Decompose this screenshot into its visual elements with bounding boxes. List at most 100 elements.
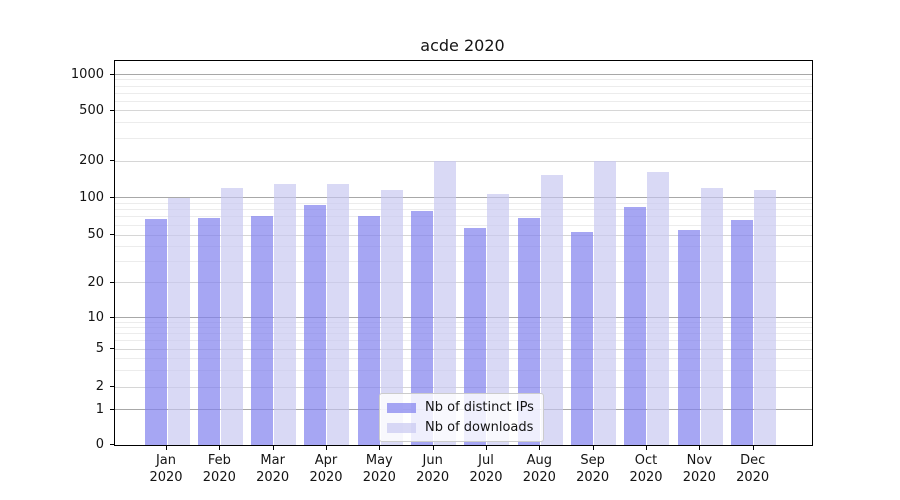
y-tick-label: 100 xyxy=(79,189,104,205)
bar-distinct-ips xyxy=(144,219,167,445)
minor-gridline xyxy=(115,216,812,218)
bar-downloads xyxy=(434,161,457,445)
y-tick-label: 1000 xyxy=(70,66,104,82)
x-tick-mark xyxy=(645,446,647,450)
x-tick-mark xyxy=(219,446,221,450)
major-gridline xyxy=(115,386,812,388)
bar-distinct-ips xyxy=(517,218,540,445)
minor-gridline xyxy=(115,321,812,323)
minor-gridline xyxy=(115,246,812,248)
legend-swatch-distinct-ips xyxy=(387,402,416,413)
bar-downloads xyxy=(167,197,190,445)
x-tick-mark xyxy=(539,446,541,450)
major-gridline xyxy=(115,317,812,318)
y-tick-label: 50 xyxy=(87,227,104,242)
minor-gridline xyxy=(115,79,812,81)
legend-row-distinct-ips: Nb of distinct IPs xyxy=(387,399,534,416)
bar-distinct-ips xyxy=(304,205,327,445)
y-tick-mark xyxy=(110,160,114,161)
bar-downloads xyxy=(754,190,777,445)
legend-label-downloads: Nb of downloads xyxy=(425,420,534,435)
bars-layer xyxy=(115,61,812,445)
bar-downloads xyxy=(487,193,510,445)
bar-downloads xyxy=(380,190,403,445)
x-tick-label: Feb 2020 xyxy=(202,453,236,485)
x-tick-mark xyxy=(699,446,701,450)
major-gridline xyxy=(115,348,812,350)
legend: Nb of distinct IPs Nb of downloads xyxy=(379,393,544,442)
major-gridline xyxy=(115,74,812,75)
minor-gridline xyxy=(115,224,812,226)
x-tick-mark xyxy=(379,446,381,450)
major-gridline xyxy=(115,282,812,284)
minor-gridline xyxy=(115,138,812,140)
y-tick-mark xyxy=(110,234,114,235)
y-tick-mark xyxy=(110,73,114,75)
bar-distinct-ips xyxy=(464,227,487,445)
x-tick-label: Dec 2020 xyxy=(736,453,770,485)
minor-gridline xyxy=(115,85,812,87)
plot-area: Nb of distinct IPs Nb of downloads xyxy=(114,60,813,446)
major-gridline xyxy=(115,234,812,236)
y-tick-mark xyxy=(110,444,114,445)
x-tick-label: Mar 2020 xyxy=(256,453,290,485)
major-gridline xyxy=(115,197,812,199)
y-tick-mark xyxy=(110,348,114,349)
x-tick-label: Sep 2020 xyxy=(576,453,610,485)
bar-downloads xyxy=(647,171,670,445)
bar-distinct-ips xyxy=(411,211,434,445)
bar-downloads xyxy=(274,183,297,445)
x-tick-mark xyxy=(752,446,754,450)
x-tick-mark xyxy=(166,446,167,450)
x-tick-label: Aug 2020 xyxy=(522,453,556,485)
x-tick-mark xyxy=(325,446,327,450)
legend-label-distinct-ips: Nb of distinct IPs xyxy=(425,400,534,415)
bar-distinct-ips xyxy=(197,218,220,445)
bar-distinct-ips xyxy=(731,220,754,445)
minor-gridline xyxy=(115,122,812,124)
major-gridline xyxy=(115,160,812,162)
y-tick-label: 500 xyxy=(79,102,104,118)
bar-downloads xyxy=(540,175,563,445)
chart-title: acde 2020 xyxy=(420,36,505,55)
bar-distinct-ips xyxy=(677,229,700,445)
x-tick-label: Oct 2020 xyxy=(629,453,663,485)
minor-gridline xyxy=(115,261,812,263)
x-tick-label: Jan 2020 xyxy=(149,453,183,485)
y-tick-label: 0 xyxy=(95,437,104,452)
x-tick-label: Jul 2020 xyxy=(469,453,503,485)
bar-distinct-ips xyxy=(357,216,380,445)
y-tick-label: 20 xyxy=(87,274,104,290)
minor-gridline xyxy=(115,357,812,359)
x-tick-label: May 2020 xyxy=(362,453,396,485)
minor-gridline xyxy=(115,333,812,335)
x-tick-mark xyxy=(485,446,487,450)
minor-gridline xyxy=(115,100,812,102)
bar-downloads xyxy=(327,184,350,445)
minor-gridline xyxy=(115,327,812,329)
bar-downloads xyxy=(594,161,617,445)
x-tick-mark xyxy=(592,446,594,450)
y-tick-label: 10 xyxy=(87,309,104,325)
legend-swatch-downloads xyxy=(387,422,416,433)
legend-row-downloads: Nb of downloads xyxy=(387,419,534,436)
minor-gridline xyxy=(115,202,812,204)
y-tick-label: 5 xyxy=(95,341,104,356)
x-tick-label: Nov 2020 xyxy=(682,453,716,485)
minor-gridline xyxy=(115,92,812,94)
bar-distinct-ips xyxy=(571,231,594,445)
y-tick-mark xyxy=(110,386,114,387)
minor-gridline xyxy=(115,340,812,342)
y-tick-label: 2 xyxy=(95,379,104,394)
bar-distinct-ips xyxy=(251,216,274,445)
x-tick-label: Jun 2020 xyxy=(416,453,450,485)
y-tick-mark xyxy=(110,316,114,318)
y-tick-label: 200 xyxy=(79,153,104,168)
y-tick-mark xyxy=(110,109,114,111)
bar-downloads xyxy=(700,187,723,445)
bar-downloads xyxy=(220,188,243,445)
minor-gridline xyxy=(115,369,812,371)
y-tick-label: 1 xyxy=(95,401,104,417)
y-tick-mark xyxy=(110,408,114,410)
